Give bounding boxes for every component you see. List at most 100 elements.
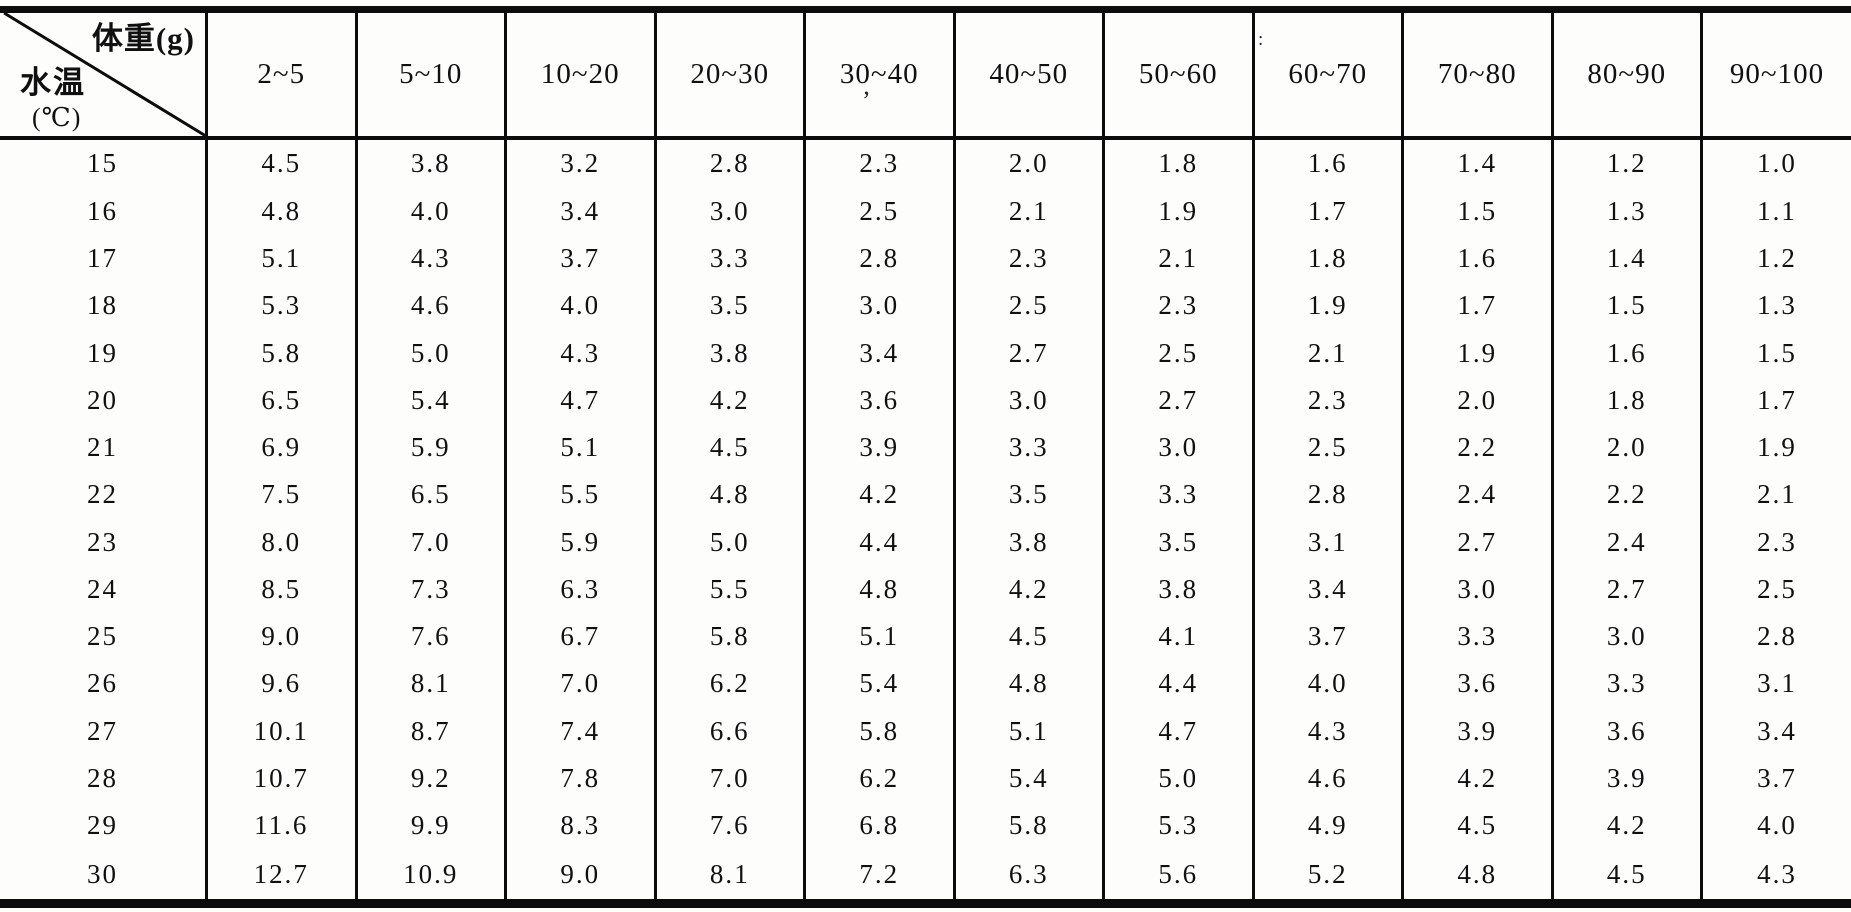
value-cell: 1.7 (1401, 282, 1552, 330)
value-cell: 3.5 (653, 282, 805, 330)
value-cell: 3.0 (1102, 424, 1253, 472)
value-cell: 1.6 (1401, 235, 1552, 283)
table-row: 19 5.8 5.0 4.3 3.8 3.4 2.7 2.5 2.1 1.9 1.6 1.5 (0, 329, 1851, 377)
row-header-temp: 26 (87, 668, 118, 699)
value-cell: 8.0 (205, 518, 356, 566)
value-cell: 3.0 (952, 376, 1104, 425)
value-cell: 4.4 (1102, 660, 1253, 708)
value-cell: 6.9 (205, 424, 356, 472)
value-cell: 3.0 (653, 187, 805, 236)
value-cell: 6.3 (504, 565, 655, 614)
value-cell: 5.5 (653, 565, 805, 614)
value-cell: 3.8 (354, 137, 506, 188)
table-row: 17 5.1 4.3 3.7 3.3 2.8 2.3 2.1 1.8 1.6 1.4 1.2 (0, 235, 1851, 283)
value-cell: 3.4 (504, 187, 655, 236)
value-cell: 4.8 (1401, 849, 1552, 904)
value-cell: 5.8 (653, 613, 805, 661)
value-cell: 1.9 (1401, 329, 1552, 377)
value-cell: 3.9 (1401, 707, 1552, 755)
table-row: 20 6.5 5.4 4.7 4.2 3.6 3.0 2.7 2.3 2.0 1.8 1.7 (0, 376, 1851, 425)
value-cell: 4.0 (1251, 660, 1403, 708)
table-row: 25 9.0 7.6 6.7 5.8 5.1 4.5 4.1 3.7 3.3 3.0 2.8 (0, 613, 1851, 661)
row-header-temp: 29 (87, 810, 118, 841)
value-cell: 2.8 (1251, 471, 1403, 519)
value-cell: 5.1 (803, 613, 954, 661)
value-cell: 6.6 (653, 707, 805, 755)
value-cell: 5.5 (504, 471, 655, 519)
value-cell: 9.2 (354, 754, 506, 803)
value-cell: 7.6 (653, 802, 805, 850)
value-cell: 2.0 (1401, 376, 1552, 425)
value-cell: 11.6 (205, 802, 356, 850)
value-cell: 2.5 (803, 187, 954, 236)
value-cell: 5.2 (1251, 849, 1403, 904)
value-cell: 7.0 (653, 754, 805, 803)
value-cell: 3.1 (1251, 518, 1403, 566)
value-cell: 5.0 (1102, 754, 1253, 803)
table-row: 23 8.0 7.0 5.9 5.0 4.4 3.8 3.5 3.1 2.7 2.4 2.3 (0, 518, 1851, 566)
value-cell: 5.4 (952, 754, 1104, 803)
value-cell: 4.5 (653, 424, 805, 472)
value-cell: 4.5 (205, 137, 356, 188)
value-cell: 2.5 (952, 282, 1104, 330)
row-header-temp: 18 (87, 290, 118, 321)
value-cell: 1.5 (1550, 282, 1702, 330)
value-cell: 4.2 (1550, 802, 1702, 850)
value-cell: 3.4 (803, 329, 954, 377)
value-cell: 4.0 (354, 187, 506, 236)
table-body: 15 4.5 3.8 3.2 2.8 2.3 2.0 1.8 1.6 1.4 1.2 1.0 16 4.8… (0, 137, 1851, 904)
value-cell: 3.0 (1401, 565, 1552, 614)
value-cell: 2.8 (1700, 613, 1851, 661)
value-cell: 2.3 (952, 235, 1104, 283)
row-header-temp: 23 (87, 526, 118, 557)
value-cell: 1.8 (1102, 137, 1253, 188)
value-cell: 2.2 (1401, 424, 1552, 472)
value-cell: 3.8 (653, 329, 805, 377)
value-cell: 6.7 (504, 613, 655, 661)
value-cell: 4.5 (1401, 802, 1552, 850)
value-cell: 4.9 (1251, 802, 1403, 850)
value-cell: 5.8 (952, 802, 1104, 850)
value-cell: 3.5 (952, 471, 1104, 519)
value-cell: 4.2 (1401, 754, 1552, 803)
value-cell: 10.9 (354, 849, 506, 904)
value-cell: 4.2 (952, 565, 1104, 614)
value-cell: 2.7 (952, 329, 1104, 377)
value-cell: 4.5 (1550, 849, 1702, 904)
table-row: 26 9.6 8.1 7.0 6.2 5.4 4.8 4.4 4.0 3.6 3.3 3.1 (0, 660, 1851, 708)
value-cell: 4.3 (1251, 707, 1403, 755)
value-cell: 2.2 (1550, 471, 1702, 519)
value-cell: 8.1 (653, 849, 805, 904)
value-cell: 3.1 (1700, 660, 1851, 708)
value-cell: 1.3 (1700, 282, 1851, 330)
value-cell: 3.6 (1401, 660, 1552, 708)
value-cell: 4.8 (205, 187, 356, 236)
value-cell: 2.0 (952, 137, 1104, 188)
value-cell: 3.4 (1700, 707, 1851, 755)
value-cell: 7.5 (205, 471, 356, 519)
value-cell: 3.0 (1550, 613, 1702, 661)
header-row: 体重(g) 水温 (℃) 2~5 5~10 10~20 20~30 30~40 40~50… (0, 9, 1851, 140)
row-header-temp: 28 (87, 762, 118, 793)
value-cell: 5.3 (205, 282, 356, 330)
value-cell: 7.3 (354, 565, 506, 614)
value-cell: 3.4 (1251, 565, 1403, 614)
value-cell: 2.1 (952, 187, 1104, 236)
row-header-temp: 21 (87, 432, 118, 463)
value-cell: 3.0 (803, 282, 954, 330)
value-cell: 5.1 (205, 235, 356, 283)
value-cell: 4.5 (952, 613, 1104, 661)
value-cell: 3.7 (504, 235, 655, 283)
table-row: 15 4.5 3.8 3.2 2.8 2.3 2.0 1.8 1.6 1.4 1.2 1.0 (0, 137, 1851, 188)
value-cell: 1.6 (1550, 329, 1702, 377)
value-cell: 2.3 (1700, 518, 1851, 566)
value-cell: 3.3 (1401, 613, 1552, 661)
value-cell: 7.0 (354, 518, 506, 566)
value-cell: 2.8 (653, 137, 805, 188)
value-cell: 5.6 (1102, 849, 1253, 904)
value-cell: 2.3 (1251, 376, 1403, 425)
value-cell: 1.1 (1700, 187, 1851, 236)
table-row: 21 6.9 5.9 5.1 4.5 3.9 3.3 3.0 2.5 2.2 2.0 1.9 (0, 424, 1851, 472)
value-cell: 5.8 (803, 707, 954, 755)
value-cell: 2.7 (1401, 518, 1552, 566)
